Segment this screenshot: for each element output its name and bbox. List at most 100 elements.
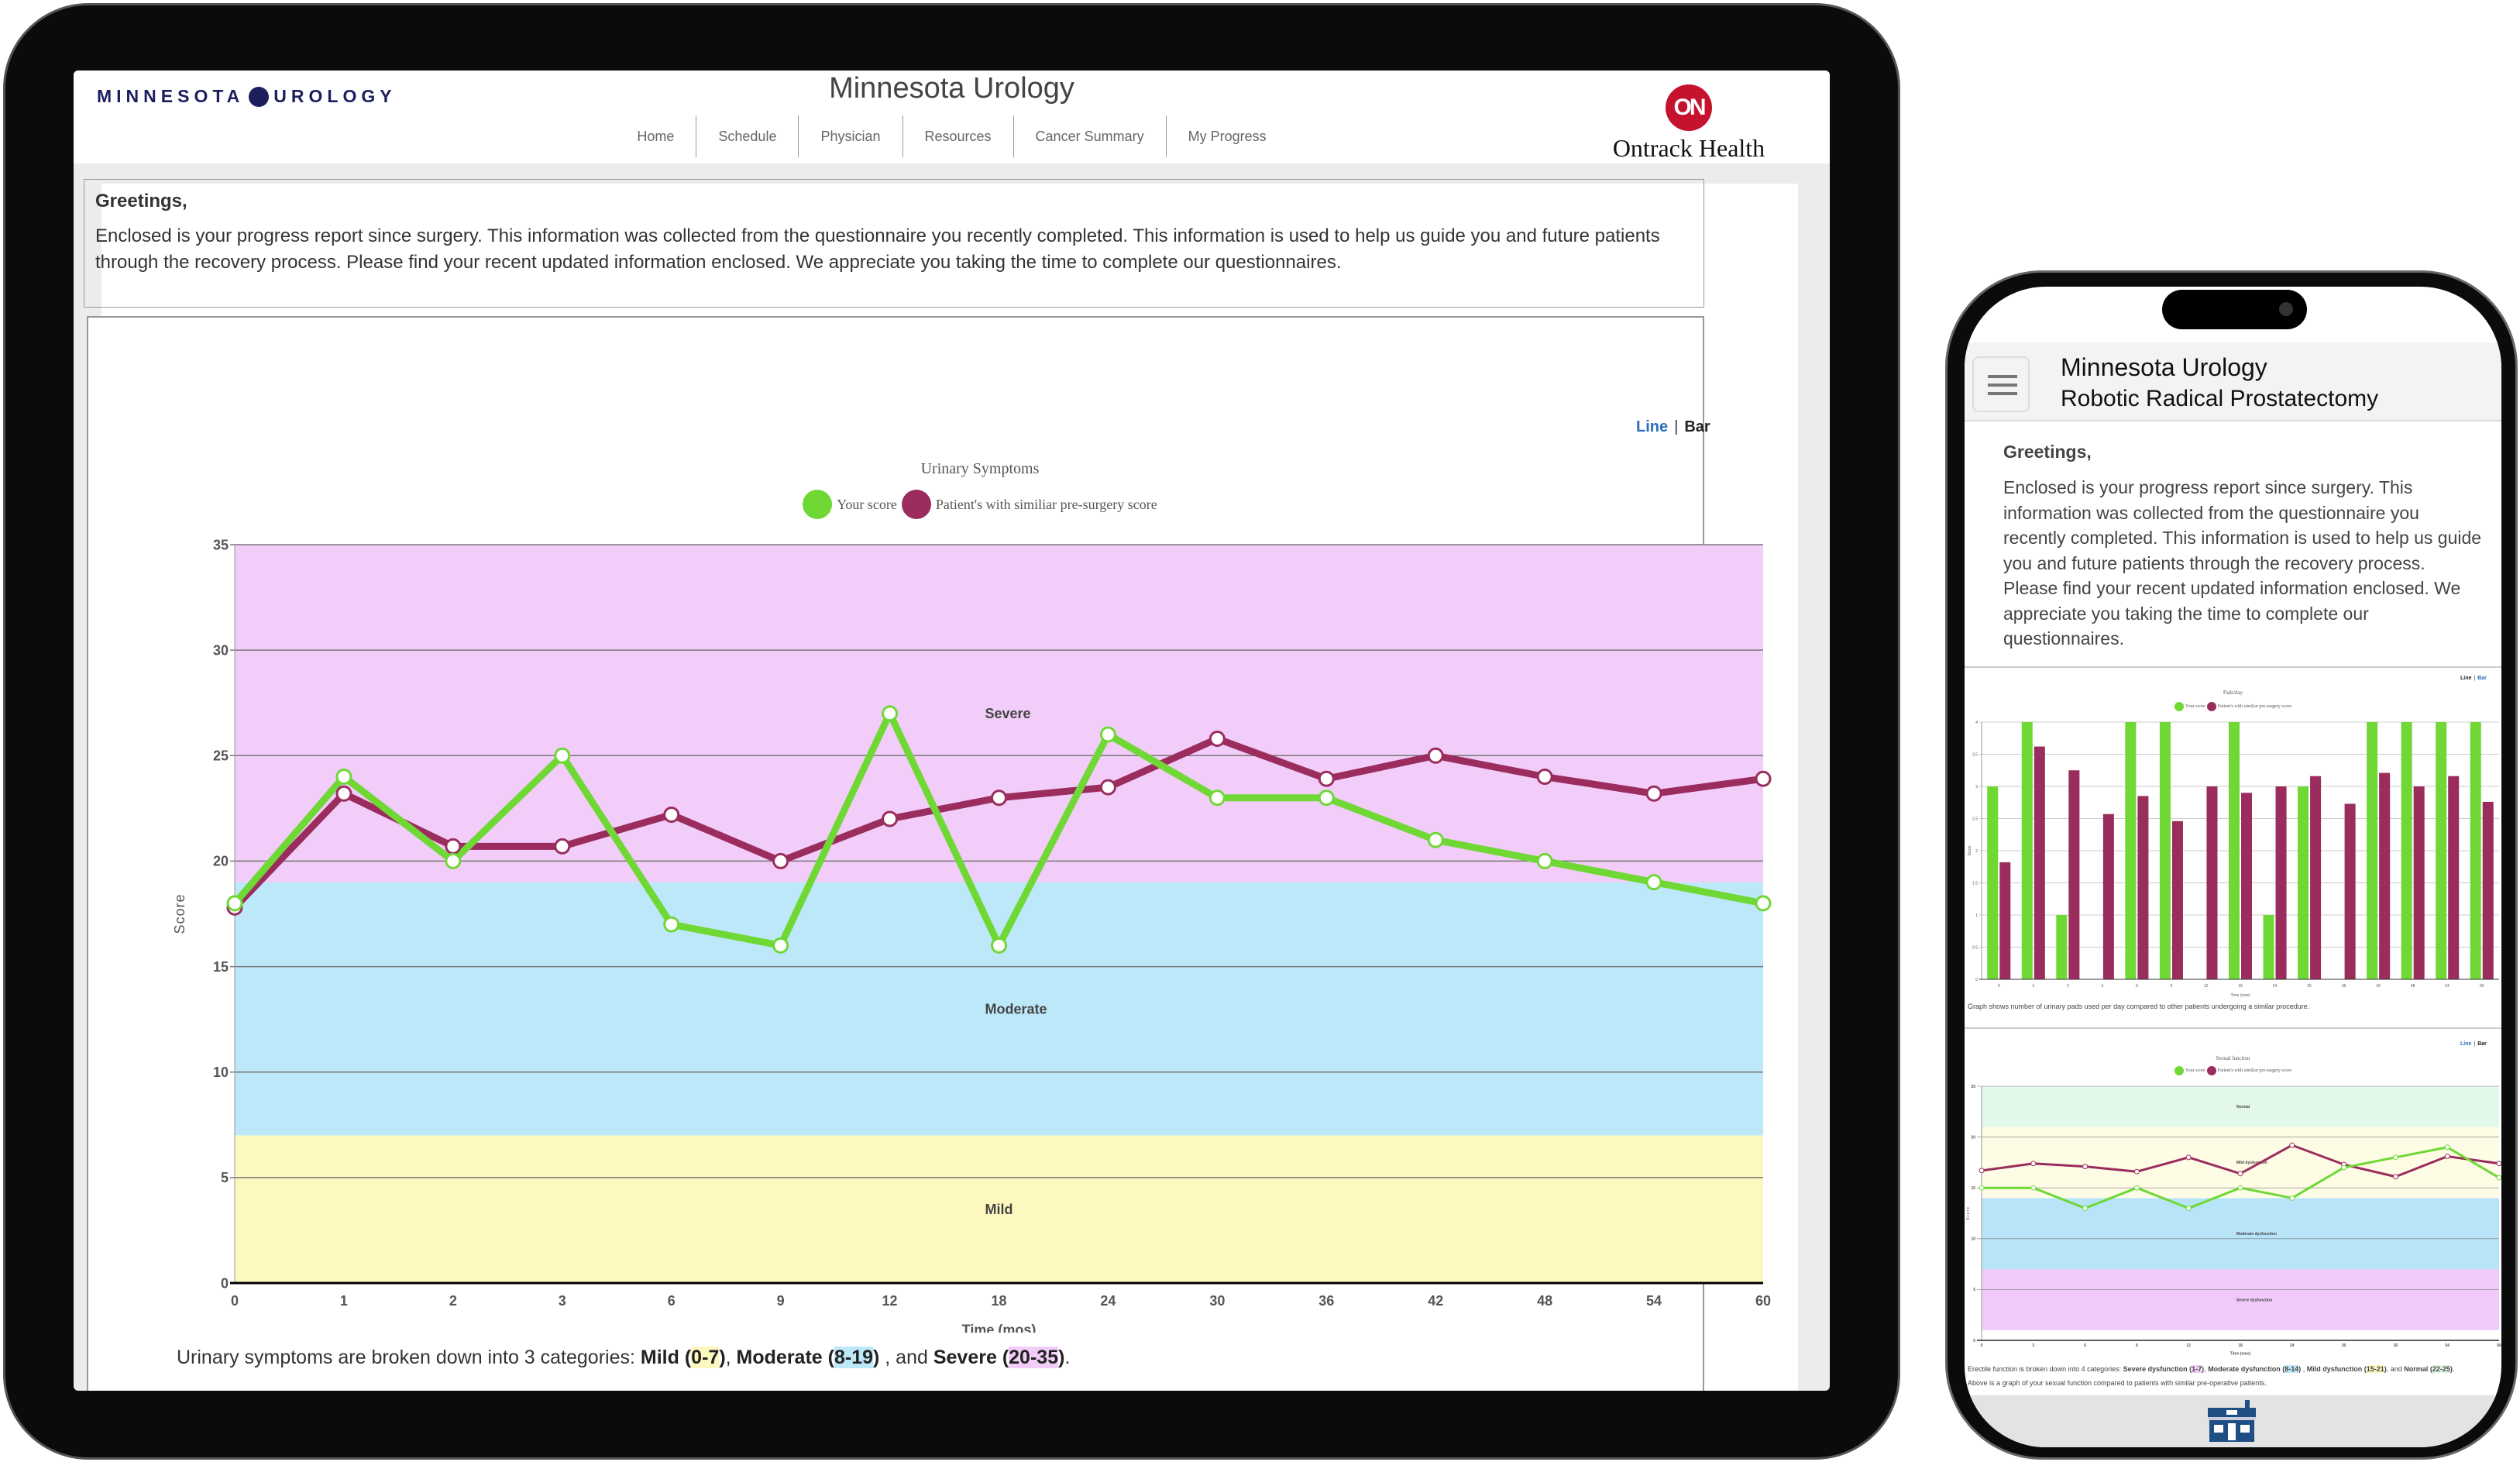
caption-category: Severe	[933, 1347, 997, 1368]
site-header: MINNESOTA UROLOGY Minnesota Urology Home…	[74, 71, 1830, 163]
bar-toggle[interactable]: Bar	[2477, 1041, 2487, 1047]
data-point	[663, 916, 680, 933]
nav-home[interactable]: Home	[637, 129, 675, 144]
bar	[2448, 776, 2460, 979]
greeting-text: Enclosed is your progress report since s…	[2003, 477, 2482, 648]
legend-swatch-similar[interactable]	[2206, 702, 2216, 711]
legend-label: Patient's with similiar pre-surgery scor…	[2217, 1068, 2292, 1073]
nav-physician[interactable]: Physician	[798, 115, 902, 157]
band-label: Mild dysfunction	[2236, 1161, 2267, 1165]
x-tick-label: 1	[2032, 984, 2034, 989]
y-tick-label: 20	[213, 854, 229, 869]
y-tick-label: 25	[213, 748, 229, 764]
x-tick-label: 24	[2290, 1343, 2295, 1348]
legend-swatch-similar[interactable]	[2206, 1066, 2216, 1075]
caption-category: Mild	[640, 1347, 679, 1368]
data-point	[991, 789, 1007, 807]
x-tick-label: 30	[2342, 1343, 2346, 1348]
y-tick-label: 20	[1971, 1135, 1975, 1140]
chart-legend: Your score Patient's with similiar pre-s…	[163, 490, 1797, 519]
y-tick-label: 1	[1975, 913, 1978, 918]
bar	[1999, 862, 2011, 979]
y-tick-label: 35	[213, 537, 229, 552]
nav-resources[interactable]: Resources	[902, 115, 1013, 157]
bar-toggle[interactable]: Bar	[2477, 676, 2487, 681]
y-tick-label: 0	[221, 1275, 229, 1291]
y-tick-label: 15	[1971, 1186, 1975, 1191]
line-toggle[interactable]: Line	[1636, 418, 1669, 435]
greeting-heading: Greetings,	[95, 191, 187, 212]
pads-per-day-chart: 00.511.522.533.540 1 2 3 6 9 12 18 24 30 36 42 48 54 6…	[1968, 721, 2499, 998]
y-tick-label: 25	[1971, 1085, 1975, 1089]
x-tick-label: 18	[2238, 1343, 2243, 1348]
bar	[2470, 722, 2481, 979]
chart-title: Urinary Symptoms	[920, 460, 1040, 477]
band-label: Mild	[985, 1202, 1013, 1217]
band-label: Severe	[985, 706, 1031, 721]
tablet-bezel-bottom	[74, 1391, 1830, 1437]
legend-swatch-your-score[interactable]	[2174, 1066, 2184, 1075]
data-point	[335, 785, 352, 802]
nav-schedule[interactable]: Schedule	[696, 115, 798, 157]
bar-toggle[interactable]: Bar	[1684, 418, 1710, 435]
nav-cancer-summary[interactable]: Cancer Summary	[1012, 115, 1166, 157]
data-point	[2289, 1142, 2295, 1148]
band-label: Moderate	[985, 1001, 1047, 1017]
data-point	[2444, 1144, 2450, 1151]
ontrack-badge-icon: ON	[1666, 84, 1712, 131]
data-point	[1208, 789, 1226, 807]
band-moderate	[235, 882, 1763, 1136]
x-tick-label: 6	[2084, 1343, 2086, 1348]
bar	[2367, 722, 2378, 979]
bar	[2206, 786, 2218, 979]
divider	[1965, 666, 2501, 668]
y-axis-label: Score	[1966, 1206, 1971, 1220]
bar	[2137, 796, 2149, 979]
y-tick-label: 0.5	[1972, 946, 1978, 951]
caption-text: Urinary symptoms are broken down into 3 …	[177, 1347, 641, 1368]
bar	[2241, 793, 2253, 979]
caption-range: 8-19	[834, 1347, 874, 1368]
x-tick-label: 2	[2067, 984, 2069, 989]
phone-greeting: Greetings, Enclosed is your progress rep…	[2003, 442, 2484, 652]
hamburger-menu-icon[interactable]	[1972, 356, 2030, 412]
bar	[2068, 770, 2080, 979]
toggle-separator: |	[1674, 418, 1679, 435]
x-tick-label: 3	[559, 1293, 566, 1309]
legend-swatch-similar[interactable]	[901, 490, 931, 519]
y-tick-label: 3	[1975, 785, 1978, 789]
line-toggle[interactable]: Line	[2460, 1041, 2472, 1047]
greeting-heading: Greetings,	[2003, 442, 2092, 462]
chart-type-toggle: Line | Bar	[2460, 676, 2487, 681]
ontrack-health-logo[interactable]: ON Ontrack Health	[1592, 84, 1786, 163]
bar	[2436, 722, 2447, 979]
caption-range: 20-35	[1009, 1347, 1059, 1368]
x-tick-label: 9	[2171, 984, 2173, 989]
home-icon[interactable]	[2206, 1400, 2257, 1443]
x-axis-label: Time (mos)	[962, 1323, 1037, 1333]
nav-my-progress[interactable]: My Progress	[1165, 115, 1288, 157]
y-tick-label: 30	[213, 642, 229, 658]
data-point	[772, 852, 789, 869]
phone-subtitle: Robotic Radical Prostatectomy	[2061, 386, 2379, 411]
x-tick-label: 0	[231, 1293, 239, 1309]
y-tick-label: 2.5	[1972, 817, 1978, 822]
legend-swatch-your-score[interactable]	[803, 490, 833, 519]
line-toggle[interactable]: Line	[2460, 676, 2472, 681]
bar	[2413, 786, 2425, 979]
chart-caption: Urinary symptoms are broken down into 3 …	[177, 1347, 1071, 1368]
legend-swatch-your-score[interactable]	[2174, 702, 2184, 711]
bar	[2401, 722, 2412, 979]
caption-text: , and	[879, 1347, 933, 1368]
data-point	[1427, 831, 1444, 848]
caption-text: .	[1064, 1347, 1071, 1368]
minnesota-urology-logo[interactable]: MINNESOTA UROLOGY	[97, 86, 397, 107]
band-label: Normal	[2236, 1105, 2250, 1109]
bar	[2125, 722, 2137, 979]
x-tick-label: 3	[2032, 1343, 2034, 1348]
data-point	[226, 895, 243, 912]
y-tick-label: 15	[213, 959, 229, 975]
x-tick-label: 48	[1537, 1293, 1552, 1309]
band-severe-dysfunction	[1982, 1269, 2499, 1330]
x-tick-label: 42	[2376, 984, 2381, 989]
